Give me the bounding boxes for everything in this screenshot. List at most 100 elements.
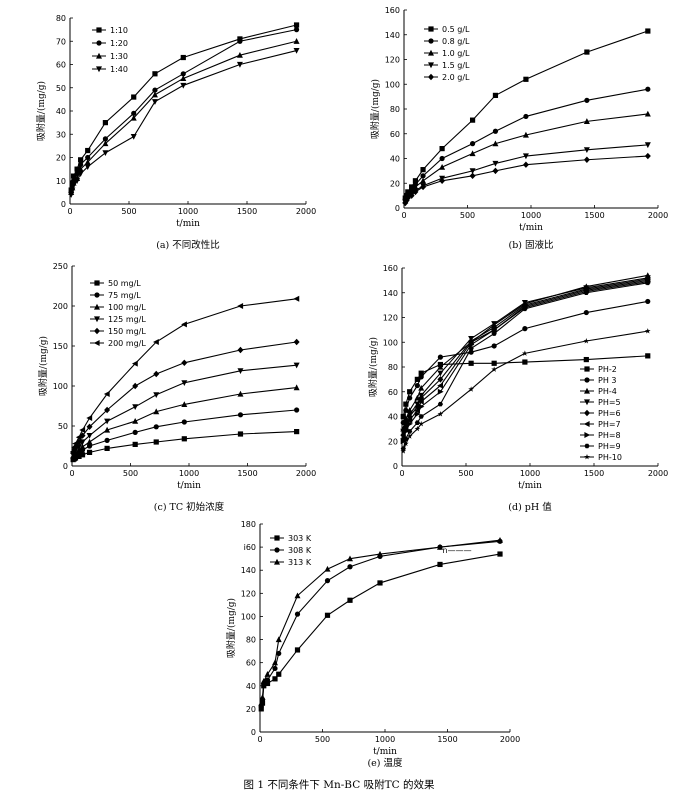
chart-c-x-tick-label: 2000 [296,469,316,478]
chart-a-caption: (a) 不同改性比 [156,239,220,251]
chart-c-data-point [181,321,187,328]
chart-e-data-point [347,555,353,562]
chart-c-data-point [237,431,244,437]
chart-a-data-point [69,187,76,194]
chart-e-data-point [497,551,503,557]
chart-a-data-point [74,166,80,172]
chart-d-legend-label: PH 3 [598,376,616,385]
chart-c-data-point [104,437,110,443]
chart-d-data-point [414,394,421,401]
chart-d-x-tick-label: 2000 [648,469,668,478]
chart-a-data-point [131,94,137,100]
chart-c-legend-label: 50 mg/L [108,279,141,288]
chart-d-data-point [468,386,474,392]
chart-e-data-point [497,536,503,543]
chart-c-data-point [293,384,300,391]
chart-d-legend-label: PH-2 [598,365,617,374]
chart-a-data-point [151,91,158,98]
chart-d-data-point [403,436,409,442]
chart-d-data-point [418,414,424,419]
chart-a-x-tick-label: 0 [67,207,72,216]
chart-c-y-tick-label: 200 [53,302,68,311]
chart-d-data-point [644,328,651,334]
chart-d-data-point [437,363,444,370]
chart-b-data-point [522,153,529,160]
chart-c-legend-marker [94,327,100,335]
chart-a-y-tick-label: 70 [56,37,66,46]
chart-d-data-point [418,398,424,405]
chart-b-y-tick-label: 80 [390,105,400,114]
chart-c-x-tick-label: 500 [123,469,138,478]
chart-e-data-point [275,636,282,643]
chart-d-data-point [437,382,443,389]
chart-b-data-point [644,152,651,160]
chart-a-data-point [74,178,81,184]
chart-d-legend-label: PH-10 [598,453,622,462]
chart-b-data-point [469,150,476,157]
chart-c-data-point [237,346,244,354]
chart-d-y-tick-label: 60 [388,388,398,397]
chart-e-data-point [377,550,383,557]
chart-a-data-point [236,52,243,58]
chart-d-data-point [437,388,444,395]
chart-b-y-tick-label: 120 [385,56,400,65]
chart-b-data-point [408,192,415,199]
chart-e-data-point [294,592,301,599]
chart-a-data-point [70,182,77,189]
chart-a-data-point [102,150,109,157]
chart-d-data-point [400,413,406,420]
chart-d-y-tick-label: 100 [383,338,398,347]
chart-c-legend-label: 150 mg/L [108,327,146,336]
chart-e-x-tick-label: 500 [315,735,330,744]
chart-e-x-tick-label: 2000 [500,735,520,744]
chart-b-legend-marker [428,38,434,44]
chart-b-data-point [420,177,427,184]
chart-b-x-tick-label: 2000 [648,211,668,220]
chart-a-data-point [102,140,109,147]
chart-c-data-point [72,440,79,447]
chart-d-data-point [403,428,410,435]
chart-d-legend-marker [584,409,590,417]
chart-a-data-point [237,38,243,44]
chart-b-data-point [644,110,651,117]
chart-a-legend-marker [96,66,102,73]
chart-b-data-point [584,49,590,55]
chart-b-data-point [469,117,476,123]
chart-b-data-point [492,160,499,167]
chart-e-legend-label: 313 K [288,558,312,567]
chart-d-data-point [491,360,497,366]
chart-a-y-tick-label: 40 [56,107,66,116]
chart-b-data-point [522,161,529,168]
chart-e-y-tick-label: 40 [246,682,256,691]
chart-c-data-point [132,404,139,410]
chart-b-data-point [420,167,426,173]
chart-b-data-point [584,97,590,103]
chart-d-data-point [583,356,589,363]
chart-a-data-point [102,136,108,142]
chart-a-panel: 0 500 1000 1500 2000 0 10 20 30 40 50 60 70 80 t/min 吸附… [35,14,316,251]
chart-b-data-point [492,140,499,147]
chart-d-legend-marker [584,387,590,394]
chart-d-legend-marker [584,377,590,383]
chart-c-data-point [86,423,93,430]
chart-b-x-tick-label: 500 [460,211,475,220]
chart-c-data-point [153,408,160,415]
chart-d-caption: (d) pH 值 [508,501,552,513]
chart-b-data-point [439,146,445,152]
chart-d-data-point [468,346,474,351]
chart-c-data-point [294,407,300,413]
chart-e-series-line-2 [260,539,501,704]
chart-e-y-tick-label: 140 [241,566,256,575]
chart-c-data-point [132,441,138,447]
chart-b-legend-marker [428,26,434,32]
chart-c-data-point [86,438,93,445]
chart-a-y-tick-label: 80 [56,14,66,23]
chart-b-data-point [522,131,529,138]
chart-e-data-point [272,659,278,666]
chart-a-data-point [78,157,84,163]
chart-e-data-point [258,699,265,706]
chart-c-data-point [75,434,82,441]
chart-d-data-point [407,429,413,434]
chart-d-data-point [407,420,413,427]
chart-c-data-point [104,426,111,433]
